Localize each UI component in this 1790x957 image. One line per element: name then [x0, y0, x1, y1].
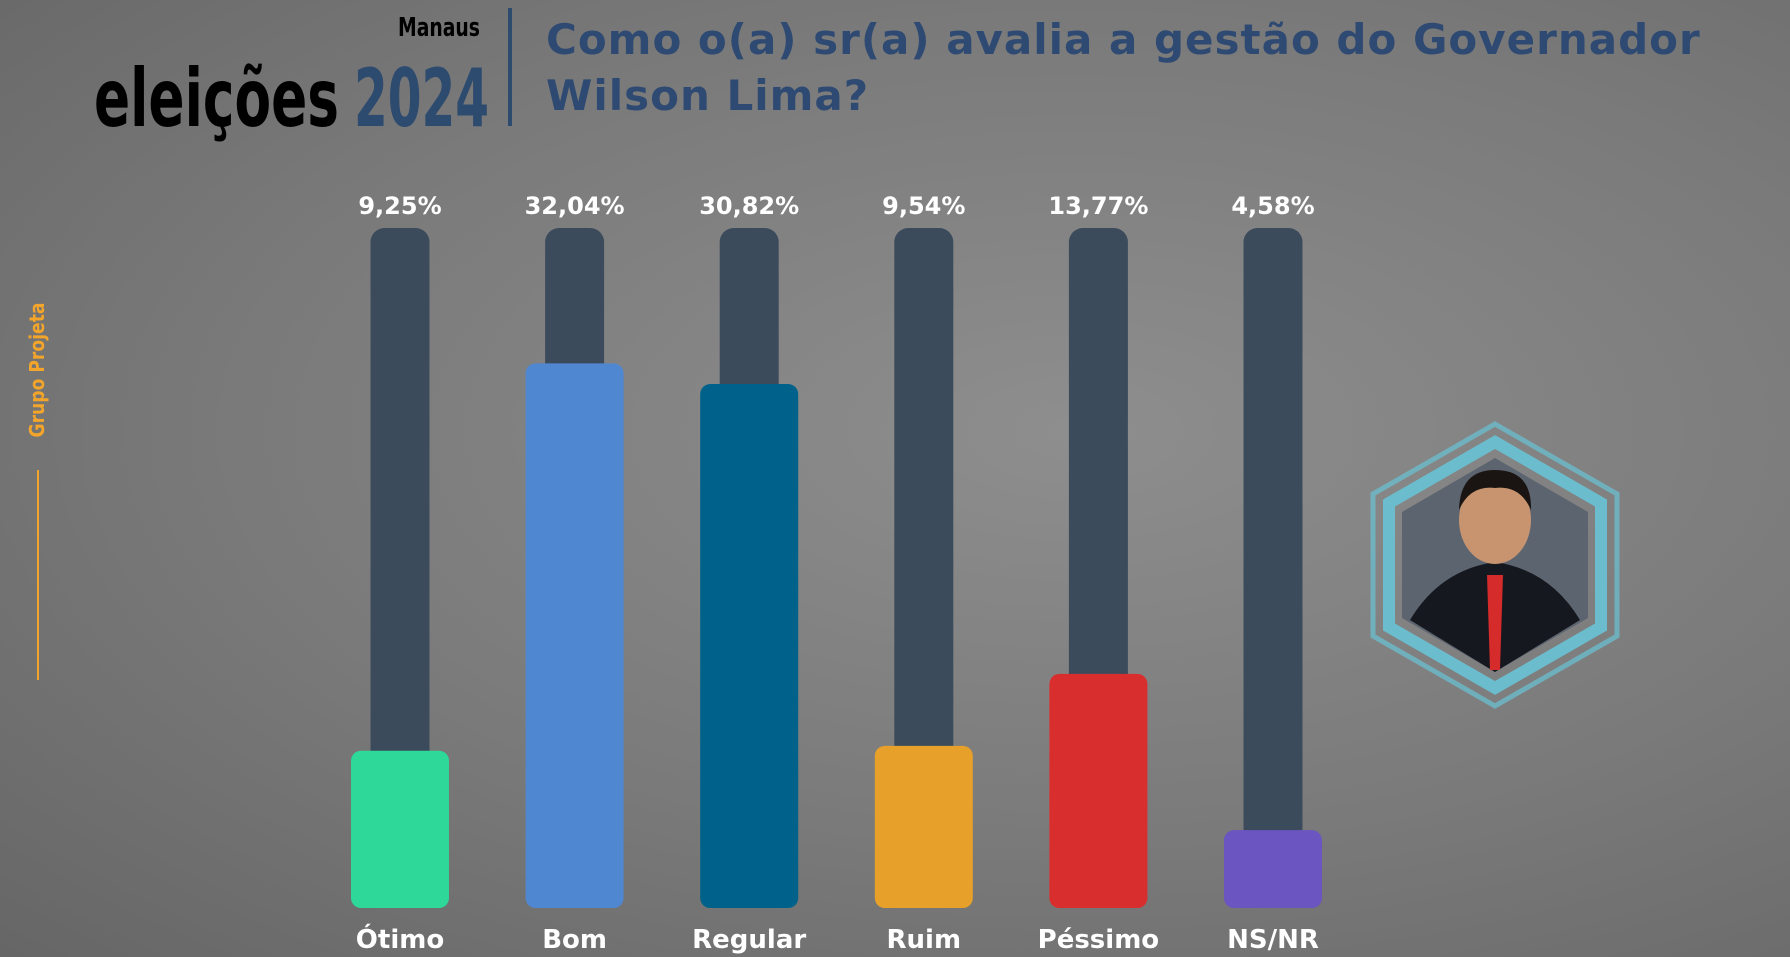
- value-label: 13,77%: [1048, 192, 1148, 220]
- value-label: 4,58%: [1231, 192, 1314, 220]
- bar: [525, 363, 624, 908]
- bar: [700, 384, 799, 908]
- brand-word: eleições: [94, 52, 339, 145]
- bar: [874, 745, 973, 908]
- category-label: Regular: [692, 925, 806, 955]
- category-label: Ruim: [887, 925, 962, 955]
- bar: [351, 750, 449, 908]
- category-label: Ótimo: [356, 923, 444, 955]
- bar-track: [1243, 228, 1303, 908]
- bar-track: [370, 228, 430, 908]
- bar-track: [894, 228, 954, 908]
- value-label: 32,04%: [525, 192, 625, 220]
- value-label: 30,82%: [699, 192, 799, 220]
- chart-title: Como o(a) sr(a) avalia a gestão do Gover…: [546, 15, 1701, 120]
- value-label: 9,25%: [358, 192, 441, 220]
- category-label: Péssimo: [1038, 925, 1160, 955]
- category-label: NS/NR: [1227, 925, 1319, 955]
- portrait: [1370, 421, 1620, 709]
- category-label: Bom: [542, 925, 607, 955]
- value-label: 9,54%: [882, 192, 965, 220]
- watermark: Grupo Projeta: [25, 303, 49, 438]
- city: Manaus: [398, 13, 480, 43]
- bar: [1224, 830, 1322, 908]
- brand-year: 2024: [354, 52, 489, 145]
- bar: [1049, 673, 1148, 908]
